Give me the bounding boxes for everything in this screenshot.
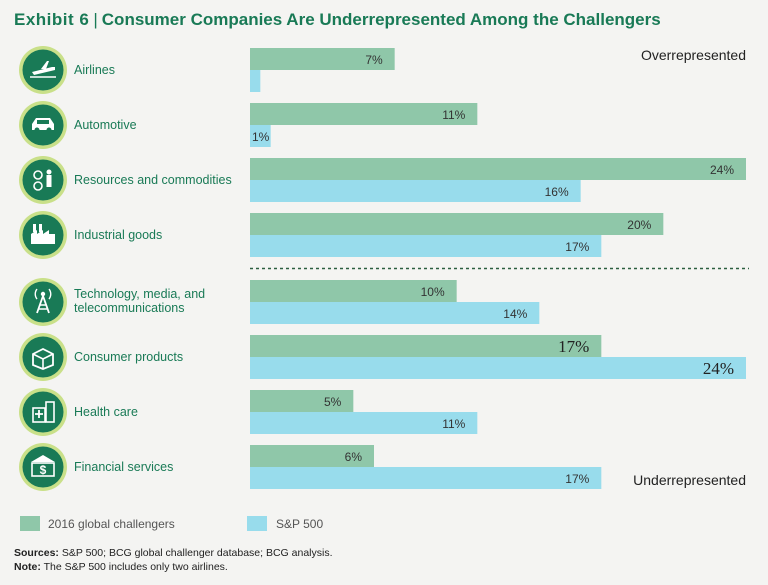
data-label: 20%	[627, 218, 651, 232]
data-label: 16%	[545, 185, 569, 199]
legend-swatch-sp500	[247, 516, 267, 531]
data-label: 6%	[345, 450, 363, 464]
data-label: 17%	[558, 337, 589, 356]
note-text: The S&P 500 includes only two airlines.	[44, 561, 228, 573]
data-label: 5%	[324, 395, 342, 409]
data-label: 1%	[252, 130, 270, 144]
underrepresented-annotation: Underrepresented	[633, 472, 746, 488]
chart-title: Exhibit 6 | Consumer Companies Are Underre…	[14, 10, 661, 30]
bar-challengers	[250, 103, 478, 125]
data-label: 11%	[442, 108, 465, 122]
box-icon	[19, 333, 67, 381]
data-label: 24%	[710, 163, 734, 177]
bar-challengers	[250, 280, 457, 302]
bar-sp500	[250, 412, 478, 434]
bar-challengers	[250, 213, 664, 235]
category-row: Resources and commodities 24% 16%	[19, 156, 746, 204]
category-row: Airlines 7%	[19, 46, 395, 94]
note-line: Note: The S&P 500 includes only two airl…	[14, 561, 228, 573]
sources-label: Sources:	[14, 547, 59, 559]
category-label: Automotive	[74, 118, 137, 132]
bar-challengers	[250, 335, 602, 357]
bar-challengers	[250, 48, 395, 70]
category-label: Consumer products	[74, 350, 183, 364]
car-icon	[19, 101, 67, 149]
category-label: Industrial goods	[74, 228, 162, 242]
overrepresented-annotation: Overrepresented	[641, 47, 746, 63]
bar-challengers	[250, 390, 354, 412]
legend-swatch-challengers	[20, 516, 40, 531]
data-label: 7%	[365, 53, 383, 67]
hospital-icon	[19, 388, 67, 436]
data-label: 17%	[565, 240, 589, 254]
sources-text: S&P 500; BCG global challenger database;…	[62, 547, 333, 559]
category-row: Technology, media, andtelecommunications…	[19, 278, 540, 326]
bar-sp500	[250, 180, 581, 202]
bar-sp500	[250, 125, 271, 147]
category-label: Financial services	[74, 460, 173, 474]
bar-sp500	[250, 467, 602, 489]
resources-icon	[19, 156, 67, 204]
category-label: telecommunications	[74, 301, 184, 315]
exhibit-label: Exhibit 6	[14, 10, 90, 29]
title-separator: |	[93, 10, 98, 29]
category-row: Health care 5% 11%	[19, 388, 478, 436]
bar-challengers	[250, 445, 374, 467]
category-row: Automotive 11% 1%	[19, 101, 478, 149]
note-label: Note:	[14, 561, 41, 573]
tower-icon	[19, 278, 67, 326]
legend-label-sp500: S&P 500	[276, 517, 323, 531]
bar-challengers	[250, 158, 746, 180]
airplane-icon	[19, 46, 67, 94]
sources-line: Sources: S&P 500; BCG global challenger …	[14, 547, 333, 559]
bank-icon: $	[19, 443, 67, 491]
data-label: 24%	[703, 359, 734, 378]
bar-sp500	[250, 357, 746, 379]
category-row: Consumer products 17% 24%	[19, 333, 746, 381]
category-label: Resources and commodities	[74, 173, 232, 187]
category-label: Health care	[74, 405, 138, 419]
data-label: 14%	[503, 307, 527, 321]
category-label: Technology, media, and	[74, 287, 205, 301]
bar-sp500	[250, 235, 602, 257]
factory-icon	[19, 211, 67, 259]
svg-text:$: $	[40, 463, 47, 477]
legend-label-challengers: 2016 global challengers	[48, 517, 175, 531]
category-row: Industrial goods 20% 17%	[19, 211, 664, 259]
category-label: Airlines	[74, 63, 115, 77]
data-label: 11%	[442, 417, 465, 431]
bar-sp500	[250, 70, 261, 92]
data-label: 17%	[565, 472, 589, 486]
category-row: $ Financial services 6% 17%	[19, 443, 602, 491]
data-label: 10%	[421, 285, 445, 299]
title-text: Consumer Companies Are Underrepresented …	[101, 10, 661, 29]
bar-sp500	[250, 302, 540, 324]
